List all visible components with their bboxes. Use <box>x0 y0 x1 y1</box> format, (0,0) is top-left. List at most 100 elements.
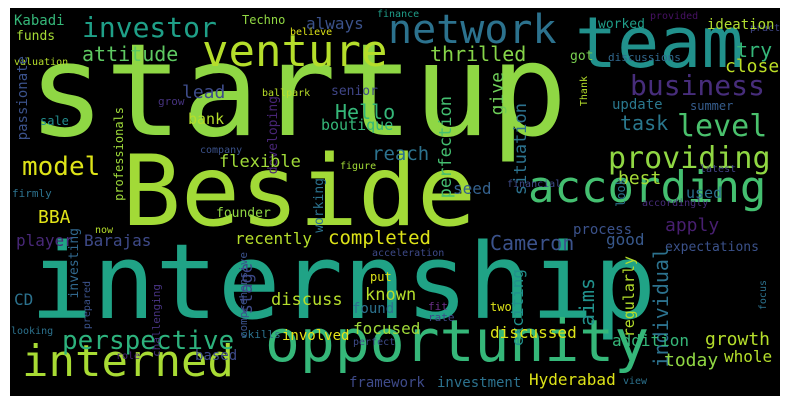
word-internship: internship <box>30 221 657 343</box>
word-kabadi: Kabadi <box>14 13 65 29</box>
word-bank: bank <box>188 110 225 128</box>
word-business: business <box>630 69 765 102</box>
word-rate: rate <box>428 311 455 324</box>
word-flexible: flexible <box>219 152 301 172</box>
word-provided: provided <box>650 11 699 22</box>
word-financial: financial <box>507 179 562 190</box>
word-good: good <box>606 230 645 249</box>
word-opportunity: opportunity <box>265 307 650 375</box>
word-focus: focus <box>758 280 769 311</box>
word-investor: investor <box>82 11 217 44</box>
word-grow: grow <box>158 95 185 108</box>
word-seed: seed <box>453 179 492 198</box>
word-hyderabad: Hyderabad <box>529 370 616 389</box>
word-task: task <box>620 111 669 135</box>
word-senior: senior <box>331 84 378 99</box>
word-cloud: startup Beside internship opportunity team ve… <box>10 8 780 396</box>
word-cameron: Cameron <box>490 231 575 255</box>
word-latest: latest <box>700 164 737 175</box>
word-growth: growth <box>705 329 771 350</box>
word-fit: fit <box>428 300 448 313</box>
word-today: today <box>664 350 719 371</box>
word-best: best <box>618 168 662 189</box>
word-framework: framework <box>349 375 425 391</box>
word-acceleration: acceleration <box>372 248 445 259</box>
word-closely: closely <box>725 56 780 77</box>
word-investing: investing <box>67 228 82 299</box>
word-apply: apply <box>665 215 720 236</box>
word-believe: believe <box>290 27 333 38</box>
word-aims: aims <box>575 278 599 327</box>
word-involved: involved <box>282 328 350 344</box>
word-found: found <box>352 301 395 317</box>
word-discuss: discuss <box>271 290 343 310</box>
word-network: network <box>388 8 557 53</box>
word-focused: focused <box>353 319 421 338</box>
word-providing: providing <box>608 141 771 176</box>
word-figure: figure <box>340 161 377 172</box>
word-expectations: expectations <box>665 240 759 255</box>
word-recently: recently <box>235 229 313 248</box>
word-look: look <box>614 178 628 207</box>
word-put: put <box>370 270 392 284</box>
word-interned: interned <box>22 336 234 387</box>
word-worked: worked <box>598 17 645 32</box>
word-level: level <box>677 109 768 144</box>
word-ballpark: ballpark <box>262 88 311 99</box>
word-ideation: ideation <box>707 17 775 33</box>
word-firmly: firmly <box>12 187 52 200</box>
word-thrilled: thrilled <box>430 42 527 66</box>
word-accordingly: accordingly <box>642 198 709 209</box>
word-now: now <box>95 225 114 236</box>
word-bba: BBA <box>38 207 71 228</box>
word-startup: startup <box>28 17 568 166</box>
word-perspective: perspective <box>62 326 235 356</box>
word-prepared: prepared <box>82 281 93 330</box>
word-professionals: professionals <box>112 107 126 201</box>
word-hello: Hello <box>335 100 396 124</box>
word-funds: funds <box>16 29 56 44</box>
word-reach: reach <box>372 143 430 165</box>
word-process: process <box>573 222 633 238</box>
word-team: team <box>575 8 744 84</box>
word-company: company <box>200 145 243 156</box>
word-barajas: Barajas <box>84 231 152 250</box>
word-practice: practice <box>750 23 780 34</box>
word-known: known <box>365 285 417 305</box>
word-summer: summer <box>690 99 734 113</box>
word-looking: looking <box>11 326 54 337</box>
word-whole: whole <box>724 347 773 366</box>
word-valuation: valuation <box>14 57 69 68</box>
word-used: used <box>686 184 723 202</box>
word-challenging: challenging <box>150 284 163 357</box>
word-model: model <box>22 152 101 182</box>
word-got: got <box>570 49 594 64</box>
word-discussions: discussions <box>608 51 681 64</box>
word-boutique: boutique <box>321 116 394 134</box>
word-view: view <box>623 376 648 387</box>
word-finance: finance <box>377 9 420 20</box>
word-according: according <box>528 162 767 213</box>
word-give: give <box>487 72 508 116</box>
word-role: role <box>116 351 141 362</box>
word-founder: founder <box>216 206 271 221</box>
word-always: always <box>306 14 364 33</box>
word-completed: completed <box>328 227 431 249</box>
word-thank: Thank <box>579 76 590 107</box>
word-skills: skills <box>241 328 281 341</box>
word-regularly: regularly <box>620 256 638 338</box>
word-perfect: perfect <box>353 337 396 348</box>
word-player: player <box>16 231 74 250</box>
word-passionate: passionate <box>15 56 31 141</box>
word-lead: lead <box>182 82 226 103</box>
word-working: working <box>312 178 327 233</box>
word-addition: addition <box>612 331 690 350</box>
word-investment: investment <box>437 375 522 391</box>
word-beside: Beside <box>122 135 477 249</box>
word-techno: Techno <box>242 13 286 27</box>
word-venture: venture <box>202 26 388 77</box>
word-sale: sale <box>40 114 69 128</box>
word-try: try <box>736 38 773 62</box>
word-two: two <box>490 300 512 314</box>
word-attitude: attitude <box>82 42 179 66</box>
